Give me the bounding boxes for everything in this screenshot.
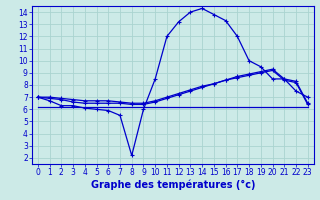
X-axis label: Graphe des températures (°c): Graphe des températures (°c)	[91, 180, 255, 190]
